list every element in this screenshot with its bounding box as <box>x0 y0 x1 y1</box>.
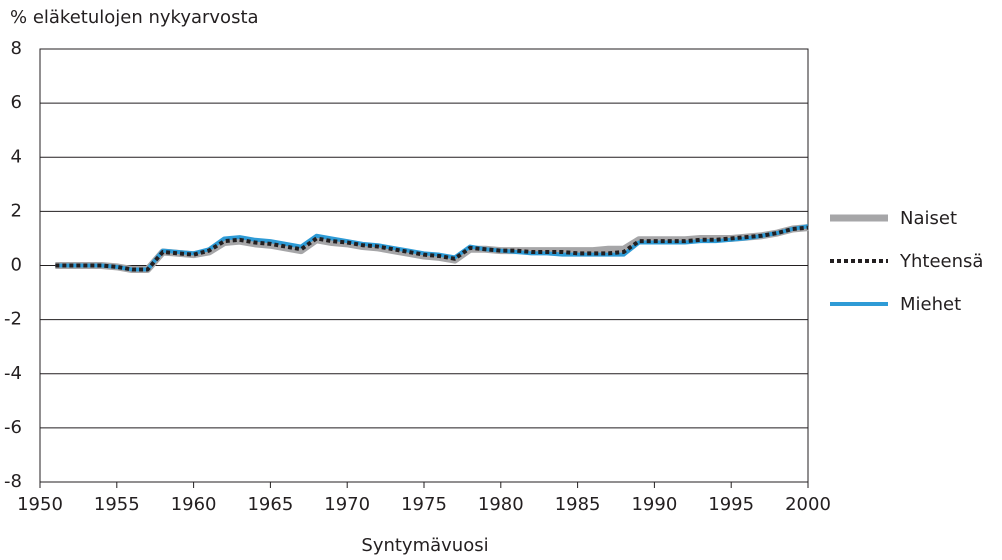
y-tick-label: 2 <box>11 200 22 221</box>
y-tick-label: -8 <box>4 471 22 492</box>
y-tick-label: 8 <box>11 38 22 59</box>
x-tick-label: 1970 <box>324 494 370 515</box>
legend-label: Miehet <box>900 294 961 315</box>
series-line <box>55 225 809 272</box>
x-axis-title: Syntymävuosi <box>361 535 488 556</box>
x-tick-label: 1995 <box>708 494 754 515</box>
x-tick-label: 1980 <box>478 494 524 515</box>
x-tick-label: 1985 <box>555 494 601 515</box>
y-tick-label: 0 <box>11 255 22 276</box>
x-tick-label: 1990 <box>631 494 677 515</box>
x-tick-label: 1975 <box>401 494 447 515</box>
y-tick-label: -2 <box>4 309 22 330</box>
y-tick-label: -4 <box>4 363 22 384</box>
series-line <box>55 224 809 274</box>
x-tick-label: 1965 <box>247 494 293 515</box>
y-axis-title: % eläketulojen nykyarvosta <box>10 7 259 28</box>
y-tick-label: 6 <box>11 92 22 113</box>
series-line <box>55 224 809 272</box>
x-tick-label: 1950 <box>17 494 63 515</box>
y-tick-label: 4 <box>11 146 22 167</box>
x-tick-label: 2000 <box>785 494 831 515</box>
x-tick-label: 1960 <box>171 494 217 515</box>
x-tick-label: 1955 <box>94 494 140 515</box>
y-tick-label: -6 <box>4 417 22 438</box>
legend-label: Yhteensä <box>899 251 983 272</box>
legend-label: Naiset <box>900 208 957 229</box>
